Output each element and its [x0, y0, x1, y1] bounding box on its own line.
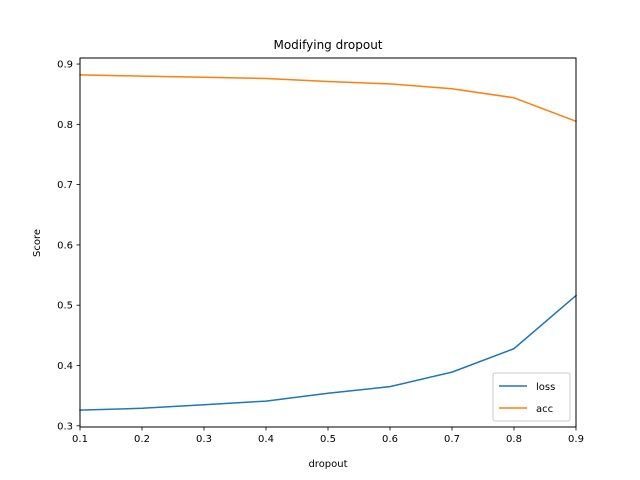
- plot-frame: [79, 57, 577, 428]
- x-tick-label: 0.1: [72, 434, 88, 445]
- x-tick-label: 0.6: [382, 434, 398, 445]
- x-tick-label: 0.3: [196, 434, 212, 445]
- x-tick-label: 0.7: [444, 434, 460, 445]
- y-tick-label: 0.9: [57, 60, 73, 71]
- y-tick-label: 0.5: [57, 301, 73, 312]
- y-tick-label: 0.3: [57, 421, 73, 432]
- y-tick-label: 0.4: [57, 361, 73, 372]
- legend-box: [492, 372, 571, 422]
- series-line-loss: [79, 294, 578, 411]
- x-tick-label: 0.9: [568, 434, 584, 445]
- x-tick-label: 0.5: [320, 434, 336, 445]
- legend-label-acc: acc: [536, 404, 553, 415]
- x-tick-label: 0.8: [506, 434, 522, 445]
- x-tick-label: 0.4: [258, 434, 274, 445]
- x-tick-label: 0.2: [134, 434, 150, 445]
- y-axis-label: Score: [32, 229, 43, 257]
- legend: loss acc: [492, 372, 571, 422]
- x-axis-label: dropout: [308, 459, 347, 470]
- legend-label-loss: loss: [536, 382, 555, 393]
- chart-title: Modifying dropout: [273, 38, 382, 52]
- y-tick-label: 0.8: [57, 120, 73, 131]
- y-tick-label: 0.6: [57, 240, 73, 251]
- y-tick-label: 0.7: [57, 180, 73, 191]
- series-line-acc: [79, 74, 577, 123]
